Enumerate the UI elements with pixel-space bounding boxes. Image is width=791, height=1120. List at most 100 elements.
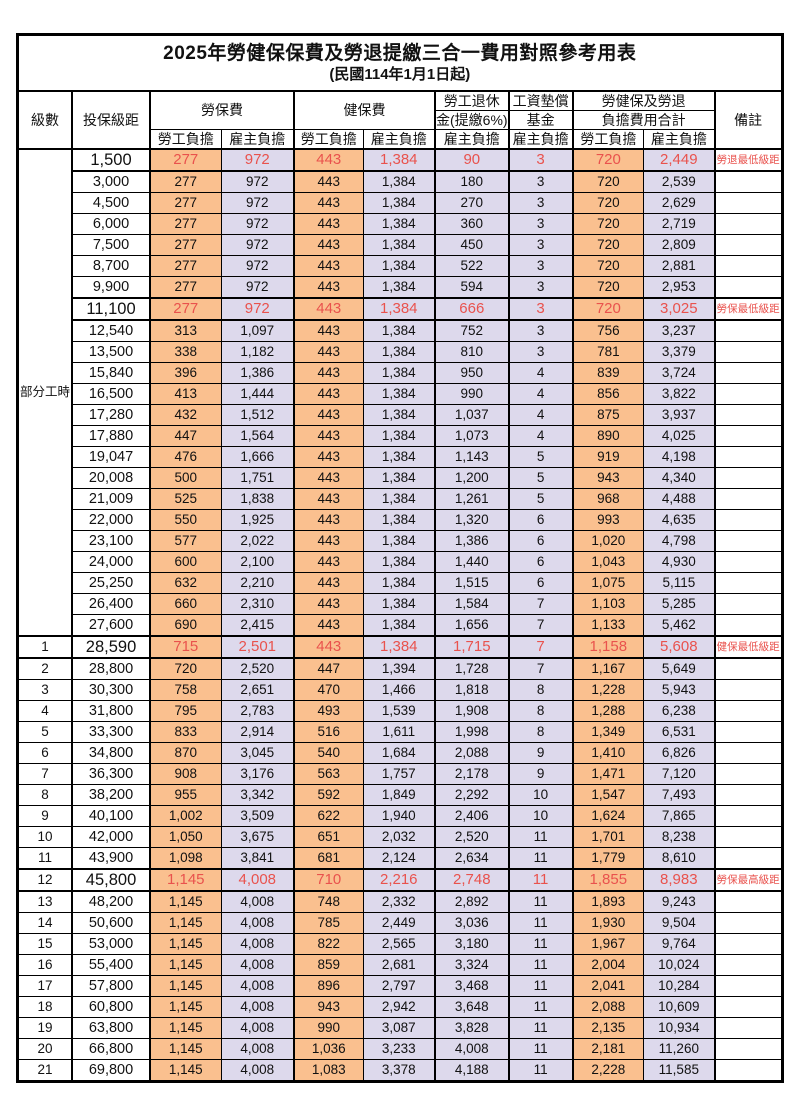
bracket-cell: 48,200 <box>71 890 151 913</box>
value-cell: 8,983 <box>643 868 716 892</box>
value-cell: 1,440 <box>434 551 510 573</box>
bracket-cell: 69,800 <box>71 1059 151 1082</box>
value-cell: 715 <box>149 635 222 659</box>
value-cell: 1,998 <box>434 721 510 743</box>
value-cell: 5,649 <box>643 657 716 680</box>
value-cell: 2,004 <box>571 954 645 976</box>
value-cell: 3 <box>507 341 574 363</box>
bracket-cell: 40,100 <box>71 805 151 827</box>
note-cell <box>713 213 783 235</box>
value-cell: 3,324 <box>434 954 510 976</box>
note-cell <box>713 805 783 827</box>
value-cell: 1,384 <box>362 635 436 659</box>
table-row: 3,000 277 972 443 1,384 180 3 720 2,539 <box>18 170 783 193</box>
note-cell <box>713 700 783 722</box>
level-cell: 19 <box>17 1017 73 1039</box>
col-header-bracket: 投保級距 <box>71 90 151 150</box>
value-cell: 1,145 <box>149 996 222 1018</box>
bracket-cell: 55,400 <box>71 954 151 976</box>
value-cell: 7 <box>507 593 574 615</box>
value-cell: 360 <box>434 213 510 235</box>
note-cell <box>713 679 783 701</box>
value-cell: 10,934 <box>643 1017 716 1039</box>
value-cell: 10 <box>507 805 574 827</box>
bracket-cell: 12,540 <box>71 319 151 342</box>
value-cell: 443 <box>293 635 364 659</box>
value-cell: 3,180 <box>434 933 510 955</box>
value-cell: 11 <box>507 975 574 997</box>
value-cell: 1,228 <box>571 679 645 701</box>
bracket-cell: 17,280 <box>71 404 151 426</box>
value-cell: 859 <box>293 954 364 976</box>
value-cell: 443 <box>293 234 364 256</box>
level-cell: 20 <box>17 1038 73 1060</box>
value-cell: 3,342 <box>220 784 295 806</box>
value-cell: 4,008 <box>220 975 295 997</box>
col-header-level: 級數 <box>17 90 73 150</box>
value-cell: 795 <box>149 700 222 722</box>
table-row: 19,047 476 1,666 443 1,384 1,143 5 919 4,198 <box>18 446 783 468</box>
note-cell <box>713 488 783 510</box>
value-cell: 781 <box>571 341 645 363</box>
value-cell: 11 <box>507 847 574 870</box>
table-row: 13,500 338 1,182 443 1,384 810 3 781 3,379 <box>18 341 783 363</box>
value-cell: 681 <box>293 847 364 870</box>
bracket-cell: 57,800 <box>71 975 151 997</box>
bracket-cell: 1,500 <box>71 148 151 172</box>
table-body: 部分工時 1,500 277 972 443 1,384 90 3 720 2,449 勞退最低級距… <box>17 148 783 1082</box>
bracket-cell: 23,100 <box>71 530 151 552</box>
value-cell: 7 <box>507 614 574 637</box>
value-cell: 1,908 <box>434 700 510 722</box>
value-cell: 1,145 <box>149 933 222 955</box>
value-cell: 313 <box>149 319 222 342</box>
col-header-pension-line2: 金(提繳6%) <box>434 110 510 130</box>
bracket-cell: 38,200 <box>71 784 151 806</box>
table-row: 27,600 690 2,415 443 1,384 1,656 7 1,133 5,462 <box>18 614 783 637</box>
value-cell: 180 <box>434 170 510 193</box>
value-cell: 443 <box>293 297 364 321</box>
value-cell: 2,797 <box>362 975 436 997</box>
value-cell: 972 <box>220 255 295 277</box>
value-cell: 443 <box>293 276 364 299</box>
value-cell: 4,008 <box>220 933 295 955</box>
value-cell: 4,488 <box>643 488 716 510</box>
table-row: 6 34,800 870 3,045 540 1,684 2,088 9 1,410 6,826 <box>17 742 783 764</box>
value-cell: 993 <box>571 509 645 531</box>
value-cell: 4,025 <box>643 425 716 447</box>
value-cell: 443 <box>293 213 364 235</box>
value-cell: 2,022 <box>220 530 295 552</box>
value-cell: 1,384 <box>362 255 436 277</box>
value-cell: 1,471 <box>571 763 645 785</box>
value-cell: 822 <box>293 933 364 955</box>
value-cell: 4,635 <box>643 509 716 531</box>
note-cell <box>713 255 783 277</box>
value-cell: 2,449 <box>362 912 436 934</box>
bracket-cell: 66,800 <box>71 1038 151 1060</box>
table-row-highlight: 1 28,590 715 2,501 443 1,384 1,715 7 1,158 5,608 健… <box>17 635 783 659</box>
value-cell: 8 <box>507 721 574 743</box>
value-cell: 277 <box>149 276 222 299</box>
bracket-cell: 8,700 <box>71 255 151 277</box>
value-cell: 10 <box>507 784 574 806</box>
bracket-cell: 28,590 <box>71 635 151 659</box>
value-cell: 3,233 <box>362 1038 436 1060</box>
value-cell: 1,940 <box>362 805 436 827</box>
value-cell: 1,394 <box>362 657 436 680</box>
note-cell <box>713 975 783 997</box>
value-cell: 1,611 <box>362 721 436 743</box>
value-cell: 622 <box>293 805 364 827</box>
level-cell: 12 <box>17 868 73 892</box>
value-cell: 9 <box>507 742 574 764</box>
note-cell <box>713 742 783 764</box>
value-cell: 6 <box>507 530 574 552</box>
value-cell: 9,243 <box>643 890 716 913</box>
note-cell <box>713 721 783 743</box>
value-cell: 1,624 <box>571 805 645 827</box>
title-cell: 2025年勞健保保費及勞退提繳三合一費用對照參考用表 (民國114年1月1日起) <box>17 34 783 92</box>
level-cell: 7 <box>17 763 73 785</box>
note-cell <box>713 234 783 256</box>
value-cell: 2,634 <box>434 847 510 870</box>
header-row-1: 級數 投保級距 勞保費 健保費 勞工退休 工資墊償 勞健保及勞退 備註 <box>17 90 783 150</box>
value-cell: 9 <box>507 763 574 785</box>
value-cell: 720 <box>571 297 645 321</box>
